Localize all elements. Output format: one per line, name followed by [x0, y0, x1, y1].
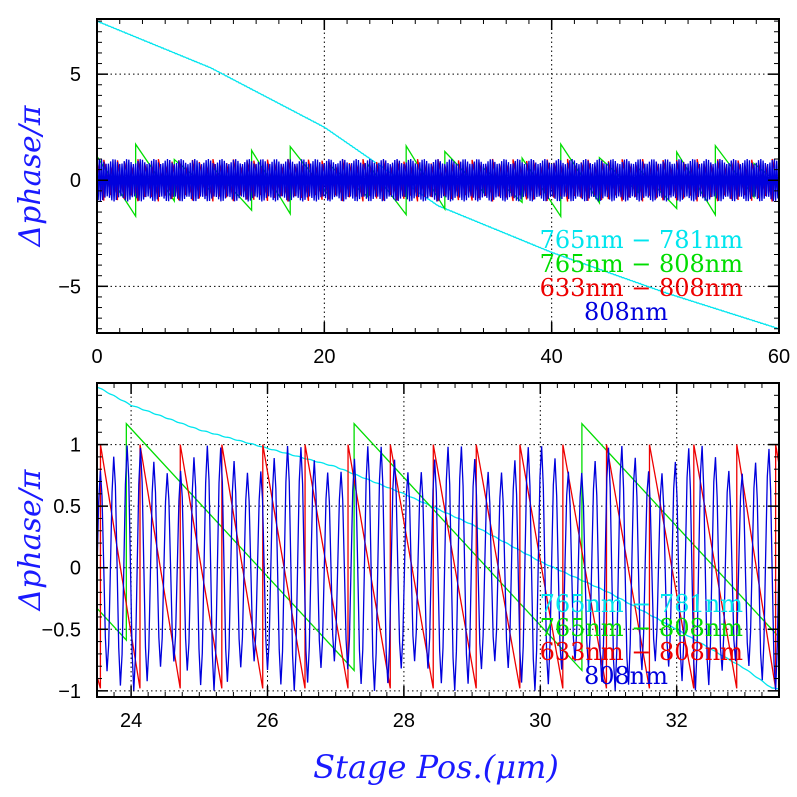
- top-y-tick-label: 0: [70, 170, 81, 192]
- top-ticks: 0 20 40 60 −5 0 5: [58, 19, 790, 368]
- top-y-tick-label: −5: [58, 276, 81, 298]
- bottom-y-tick-label: −0.5: [42, 619, 81, 641]
- top-y-tick-label: 5: [70, 64, 81, 86]
- top-x-tick-label: 60: [768, 346, 790, 368]
- bottom-y-tick-label: 0: [70, 558, 81, 580]
- bottom-x-tick-label: 32: [666, 710, 688, 732]
- bottom-legend-entry-765-808: 765nm − 808nm: [540, 614, 744, 642]
- top-legend: 765nm − 781nm 765nm − 808nm 633nm − 808n…: [540, 226, 744, 326]
- top-legend-entry-765-781: 765nm − 781nm: [540, 226, 744, 254]
- top-legend-entry-808: 808nm: [584, 298, 668, 326]
- top-ylabel: Δphase/π: [13, 104, 48, 247]
- bottom-legend-entry-808: 808nm: [584, 662, 668, 690]
- bottom-x-tick-label: 26: [256, 710, 278, 732]
- bottom-xlabel: Stage Pos.(μm): [313, 748, 559, 786]
- bottom-x-tick-label: 30: [529, 710, 551, 732]
- bottom-legend-entry-765-781: 765nm − 781nm: [540, 590, 744, 618]
- top-x-tick-label: 0: [91, 346, 102, 368]
- bottom-series: [97, 386, 779, 691]
- bottom-ylabel: Δphase/π: [13, 468, 48, 611]
- bottom-ticks: 24 26 28 30 32 −1 −0.5 0 0.5 1: [42, 382, 780, 732]
- top-series-line-0: [97, 20, 779, 330]
- top-x-tick-label: 40: [541, 346, 563, 368]
- bottom-y-tick-label: −1: [58, 681, 81, 703]
- top-series-line-3: [97, 158, 779, 202]
- bottom-y-tick-label: 0.5: [53, 496, 81, 518]
- bottom-panel: 24 26 28 30 32 −1 −0.5 0 0.5 1 Δphase/π Stage Pos…: [13, 382, 780, 786]
- top-x-tick-label: 20: [313, 346, 335, 368]
- top-panel: 0 20 40 60 −5 0 5 Δphase/π 765nm − 781nm 765nm…: [13, 18, 790, 368]
- top-legend-entry-765-808: 765nm − 808nm: [540, 250, 744, 278]
- bottom-y-tick-label: 1: [70, 435, 81, 457]
- top-series: [97, 20, 779, 330]
- bottom-x-tick-label: 24: [120, 710, 142, 732]
- bottom-legend-entry-633-808: 633nm − 808nm: [540, 638, 744, 666]
- bottom-legend: 765nm − 781nm 765nm − 808nm 633nm − 808n…: [540, 590, 744, 690]
- top-legend-entry-633-808: 633nm − 808nm: [540, 274, 744, 302]
- bottom-x-tick-label: 28: [393, 710, 415, 732]
- bottom-series-line-3: [97, 445, 779, 691]
- bottom-series-line-0: [97, 386, 779, 690]
